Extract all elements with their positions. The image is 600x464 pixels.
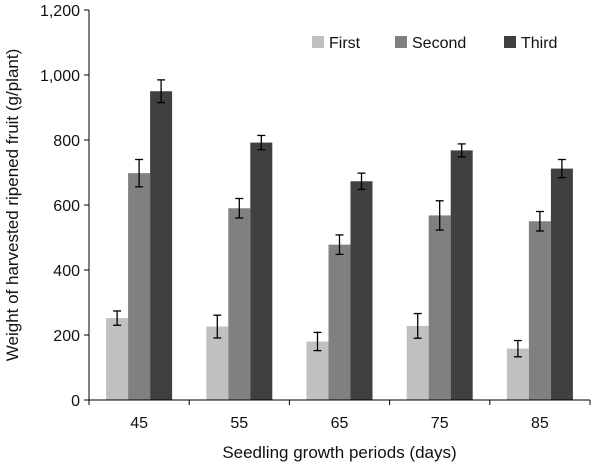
bar-third-65	[350, 181, 373, 400]
axes-layer: 0 200 400 600 800 1,000 1,200 45 55 65 75 85	[40, 3, 591, 432]
bar-third-55	[250, 142, 273, 400]
x-tick-label-55: 55	[230, 415, 248, 432]
bar-first-85	[506, 348, 529, 400]
legend-label-second: Second	[412, 35, 466, 52]
legend-label-third: Third	[521, 35, 557, 52]
legend-swatch-second	[395, 36, 407, 48]
x-tick-label-65: 65	[331, 415, 349, 432]
bar-first-55	[206, 326, 229, 400]
y-tick-label-200: 200	[53, 328, 80, 345]
y-axis-title: Weight of harvested ripened fruit (g/pla…	[3, 49, 22, 361]
bar-third-75	[450, 150, 473, 400]
error-bars-layer	[113, 79, 566, 358]
legend-swatch-first	[312, 36, 324, 48]
legend-swatch-third	[504, 36, 516, 48]
x-tick-label-85: 85	[531, 415, 549, 432]
bar-first-75	[406, 325, 429, 400]
bar-second-85	[528, 221, 551, 400]
x-tick-label-45: 45	[130, 415, 148, 432]
y-tick-label-1200: 1,200	[40, 3, 80, 20]
bar-second-55	[228, 208, 251, 400]
bar-second-65	[328, 244, 351, 400]
bar-third-85	[550, 168, 573, 400]
bar-second-45	[128, 173, 151, 400]
x-tick-label-75: 75	[431, 415, 449, 432]
y-tick-label-0: 0	[71, 393, 80, 410]
bar-third-45	[150, 91, 173, 400]
legend-label-first: First	[329, 35, 361, 52]
y-tick-label-1000: 1,000	[40, 68, 80, 85]
x-axis-title: Seedling growth periods (days)	[222, 443, 456, 462]
bars-layer	[106, 91, 573, 400]
y-tick-label-600: 600	[53, 198, 80, 215]
bar-second-75	[428, 215, 451, 400]
y-tick-label-800: 800	[53, 133, 80, 150]
bar-first-65	[306, 341, 329, 400]
bar-first-45	[106, 318, 129, 400]
legend: First Second Third	[312, 35, 557, 52]
y-tick-label-400: 400	[53, 263, 80, 280]
